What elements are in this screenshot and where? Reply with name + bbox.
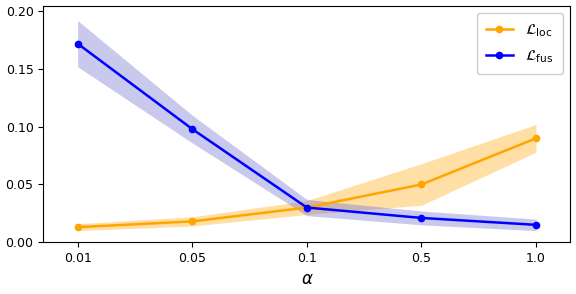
$\mathcal{L}_{\mathrm{fus}}$	[418, 216, 425, 220]
Line: $\mathcal{L}_{\mathrm{fus}}$: $\mathcal{L}_{\mathrm{fus}}$	[74, 41, 539, 228]
$\mathcal{L}_{\mathrm{fus}}$	[74, 42, 81, 45]
X-axis label: $\alpha$: $\alpha$	[301, 270, 313, 288]
Line: $\mathcal{L}_{\mathrm{loc}}$: $\mathcal{L}_{\mathrm{loc}}$	[74, 135, 539, 230]
$\mathcal{L}_{\mathrm{loc}}$	[304, 206, 310, 209]
$\mathcal{L}_{\mathrm{fus}}$	[189, 127, 196, 131]
Legend: $\mathcal{L}_{\mathrm{loc}}$, $\mathcal{L}_{\mathrm{fus}}$: $\mathcal{L}_{\mathrm{loc}}$, $\mathcal{…	[476, 13, 563, 74]
$\mathcal{L}_{\mathrm{loc}}$	[533, 136, 540, 140]
$\mathcal{L}_{\mathrm{loc}}$	[74, 225, 81, 229]
$\mathcal{L}_{\mathrm{loc}}$	[418, 183, 425, 186]
$\mathcal{L}_{\mathrm{loc}}$	[189, 220, 196, 223]
$\mathcal{L}_{\mathrm{fus}}$	[533, 223, 540, 227]
$\mathcal{L}_{\mathrm{fus}}$	[304, 206, 310, 209]
